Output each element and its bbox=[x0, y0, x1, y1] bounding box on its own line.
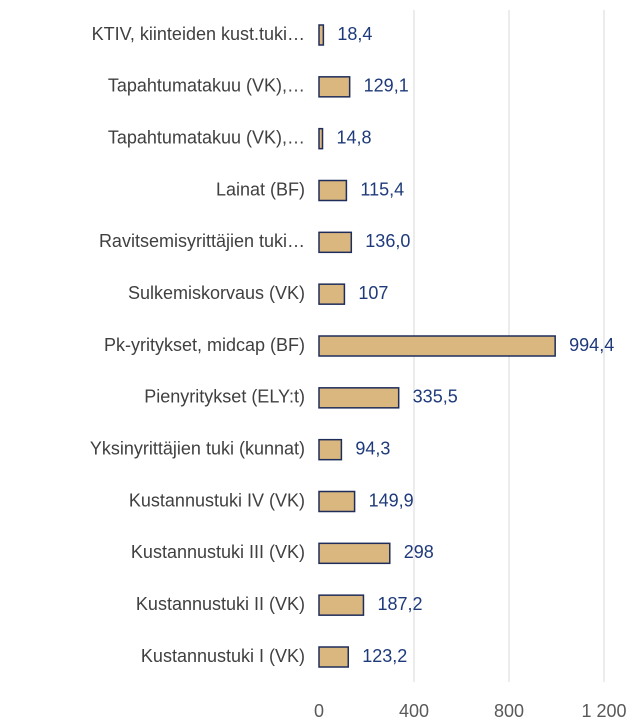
bar bbox=[318, 490, 356, 513]
data-label: 107 bbox=[358, 283, 388, 303]
category-label: Tapahtumatakuu (VK),… bbox=[108, 76, 305, 96]
data-label: 129,1 bbox=[364, 76, 409, 96]
bar bbox=[318, 283, 346, 305]
data-label: 14,8 bbox=[337, 127, 372, 147]
data-label: 123,2 bbox=[362, 646, 407, 666]
category-label: Lainat (BF) bbox=[216, 179, 305, 199]
bar bbox=[318, 335, 556, 357]
x-tick-label: 800 bbox=[494, 701, 524, 720]
category-label: Kustannustuki I (VK) bbox=[141, 646, 305, 666]
data-label: 298 bbox=[404, 542, 434, 562]
x-tick-label: 400 bbox=[399, 701, 429, 720]
category-label: Kustannustuki II (VK) bbox=[136, 594, 305, 614]
bar bbox=[318, 438, 343, 461]
category-label: Tapahtumatakuu (VK),… bbox=[108, 127, 305, 147]
category-label: Sulkemiskorvaus (VK) bbox=[128, 283, 305, 303]
category-label: KTIV, kiinteiden kust.tuki… bbox=[92, 24, 305, 44]
category-label: Kustannustuki IV (VK) bbox=[129, 490, 305, 510]
data-label: 94,3 bbox=[355, 438, 390, 458]
category-label: Ravitsemisyrittäjien tuki… bbox=[99, 231, 305, 251]
x-tick-label: 1 200 bbox=[581, 701, 626, 720]
bar bbox=[318, 387, 400, 409]
x-tick-label: 0 bbox=[314, 701, 324, 720]
data-label: 136,0 bbox=[365, 231, 410, 251]
data-label: 187,2 bbox=[377, 594, 422, 614]
bar bbox=[318, 179, 348, 202]
data-label: 149,9 bbox=[369, 490, 414, 510]
bar bbox=[318, 542, 391, 565]
bar bbox=[318, 594, 365, 616]
bar bbox=[318, 646, 350, 668]
bar bbox=[318, 231, 353, 254]
category-label: Yksinyrittäjien tuki (kunnat) bbox=[90, 438, 305, 458]
bar bbox=[318, 127, 324, 150]
bar bbox=[318, 24, 325, 46]
bar bbox=[318, 76, 351, 98]
data-label: 115,4 bbox=[360, 179, 404, 199]
category-label: Pienyritykset (ELY:t) bbox=[144, 387, 305, 407]
data-label: 18,4 bbox=[337, 24, 372, 44]
data-label: 335,5 bbox=[413, 387, 458, 407]
category-label: Pk-yritykset, midcap (BF) bbox=[104, 335, 305, 355]
category-label: Kustannustuki III (VK) bbox=[131, 542, 305, 562]
data-label: 994,4 bbox=[569, 335, 614, 355]
